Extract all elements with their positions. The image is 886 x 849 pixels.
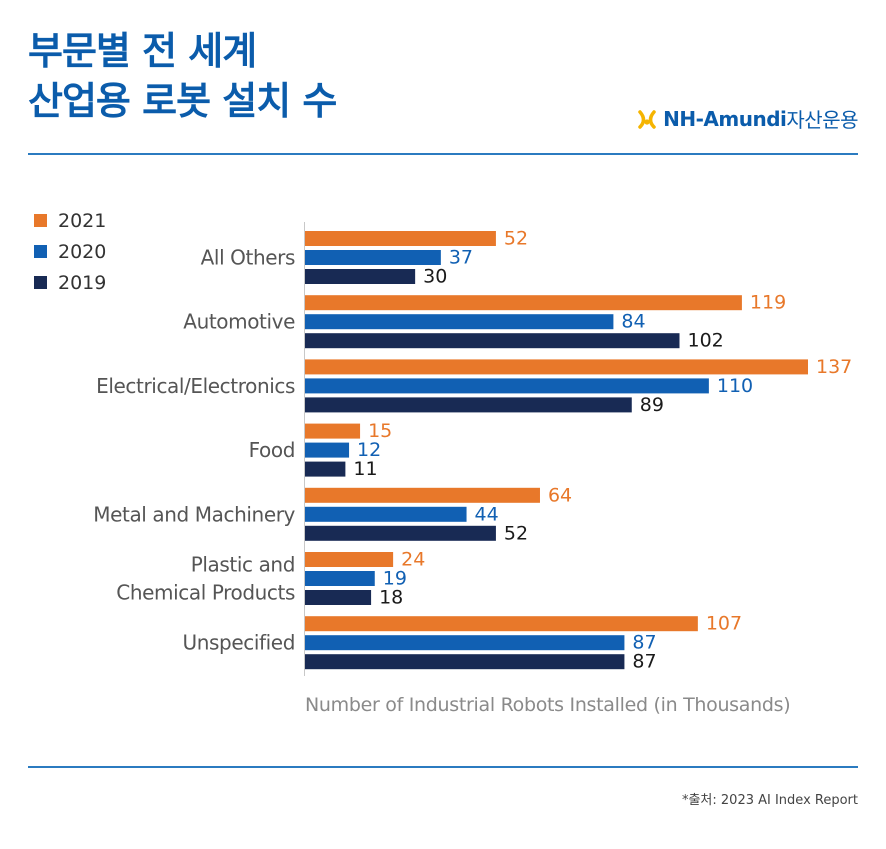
footer-divider	[28, 766, 858, 768]
data-label-2019: 52	[504, 522, 528, 544]
data-label-2021: 24	[401, 549, 425, 571]
category-label: Food	[249, 438, 295, 462]
category-label: Electrical/Electronics	[96, 374, 295, 398]
category-label: All Others	[201, 246, 295, 270]
nh-logo-icon	[638, 109, 656, 129]
legend-item-2021: 2021	[34, 205, 106, 236]
data-label-2021: 52	[504, 228, 528, 250]
header-divider	[28, 153, 858, 155]
bar-2019	[305, 461, 346, 477]
source-note: *출처: 2023 AI Index Report	[681, 793, 858, 808]
category-label: Metal and Machinery	[93, 502, 295, 526]
chart-legend: 2021 2020 2019	[34, 205, 106, 298]
bar-2019	[305, 333, 680, 349]
data-label-2021: 64	[548, 484, 572, 506]
logo-suffix-text: 자산운용	[786, 108, 858, 132]
bar-2021	[305, 616, 698, 632]
title-line-2: 산업용 로봇 설치 수	[28, 79, 337, 123]
legend-swatch-2021	[34, 214, 47, 227]
data-label-2019: 11	[353, 458, 377, 480]
data-label-2019: 89	[640, 394, 664, 416]
category-label: Automotive	[183, 310, 295, 334]
bar-2019	[305, 654, 625, 670]
data-label-2020: 12	[357, 439, 381, 461]
legend-swatch-2020	[34, 245, 47, 258]
brand-logo: NH-Amundi 자산운용	[637, 104, 858, 133]
bar-2020	[305, 442, 350, 458]
data-label-2020: 87	[632, 632, 656, 654]
bar-2021	[305, 359, 808, 375]
logo-brand-text: NH-Amundi	[663, 106, 787, 131]
bar-2020	[305, 314, 614, 330]
bar-2020	[305, 571, 375, 586]
legend-label-2019: 2019	[58, 271, 107, 294]
legend-label-2020: 2020	[58, 240, 107, 263]
data-label-2021: 15	[368, 420, 392, 442]
data-label-2020: 37	[449, 247, 473, 269]
bar-2020	[305, 635, 625, 651]
data-label-2021: 119	[750, 292, 786, 314]
bar-2019	[305, 269, 416, 284]
bar-2021	[305, 295, 742, 311]
category-label: Unspecified	[183, 631, 296, 655]
bar-2021	[305, 552, 394, 567]
bar-2019	[305, 525, 496, 541]
legend-swatch-2019	[34, 276, 47, 289]
category-label: Plastic and	[191, 553, 295, 577]
data-label-2020: 110	[717, 375, 753, 397]
data-label-2021: 137	[816, 356, 852, 378]
bar-2019	[305, 590, 372, 605]
legend-label-2021: 2021	[58, 209, 107, 232]
bar-2021	[305, 231, 496, 246]
bar-2021	[305, 423, 361, 439]
legend-item-2019: 2019	[34, 267, 106, 298]
data-label-2019: 30	[423, 266, 447, 288]
bar-2020	[305, 506, 467, 522]
data-label-2020: 44	[475, 503, 499, 525]
bar-2020	[305, 250, 441, 265]
data-label-2021: 107	[706, 613, 742, 635]
bar-2020	[305, 378, 709, 394]
title-line-1: 부문별 전 세계	[28, 29, 257, 73]
bar-2021	[305, 487, 540, 503]
data-label-2019: 87	[632, 651, 656, 673]
data-label-2020: 84	[621, 311, 645, 333]
x-axis-label: Number of Industrial Robots Installed (i…	[305, 694, 791, 716]
data-label-2019: 102	[687, 330, 723, 352]
bar-2019	[305, 397, 632, 413]
data-label-2020: 19	[383, 568, 407, 590]
data-label-2019: 18	[379, 587, 403, 609]
legend-item-2020: 2020	[34, 236, 106, 267]
page-title: 부문별 전 세계 산업용 로봇 설치 수	[28, 26, 337, 126]
category-label: Chemical Products	[116, 581, 295, 605]
